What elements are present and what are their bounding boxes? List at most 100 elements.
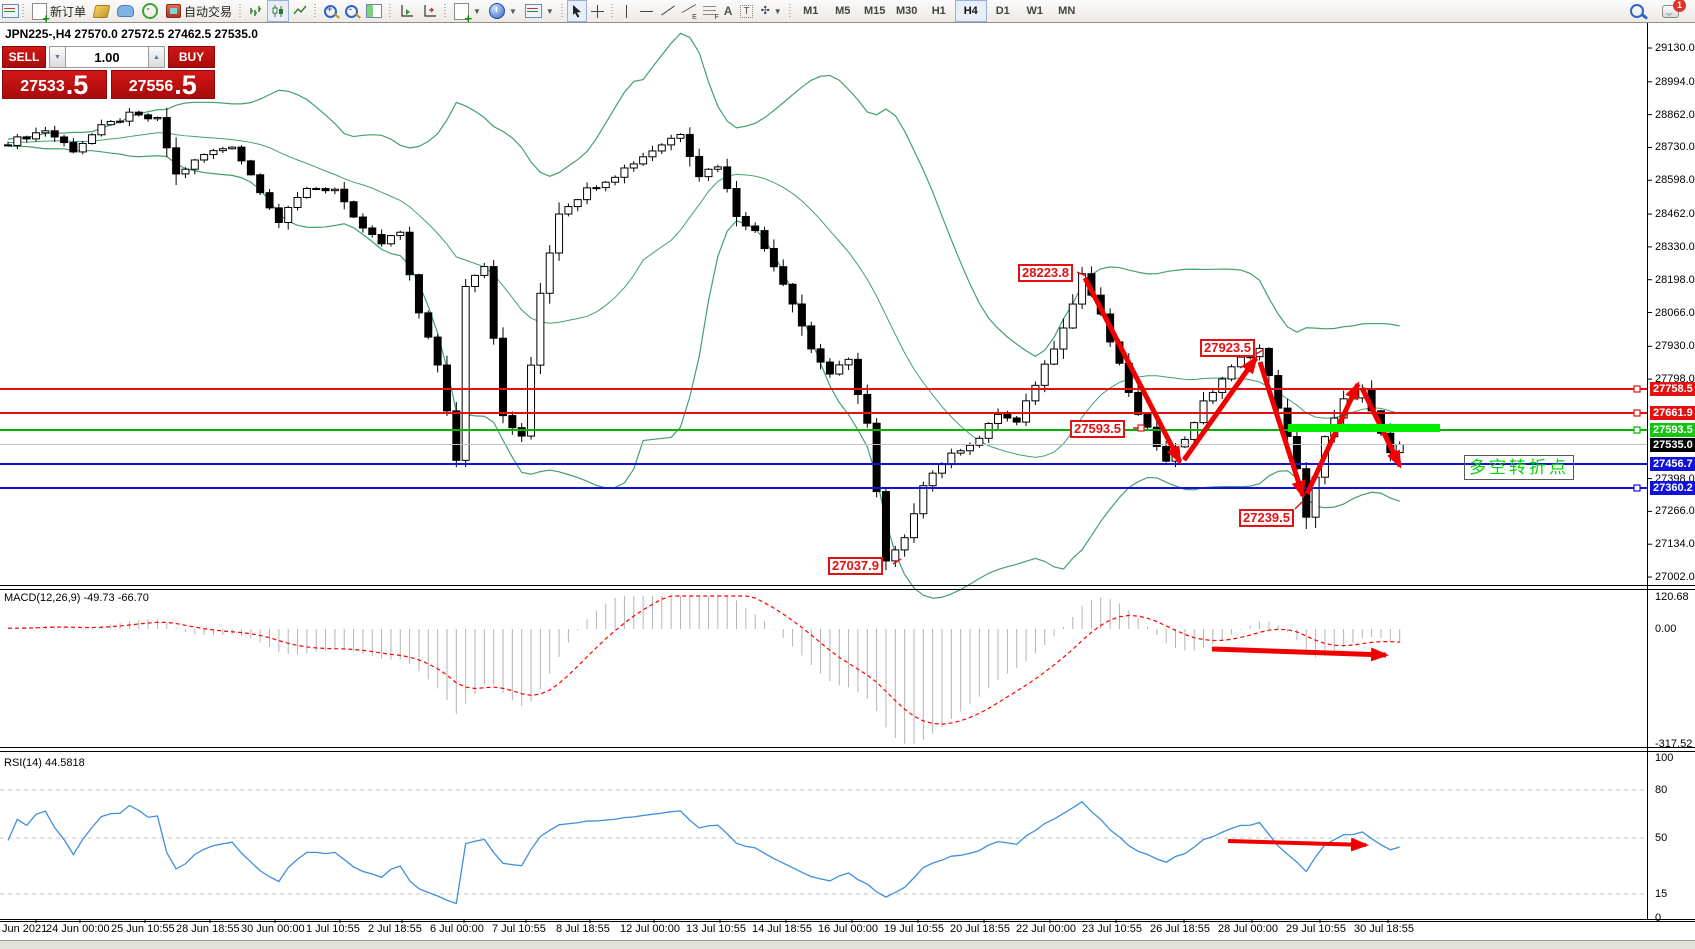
- rsi-scale-label: 50: [1655, 832, 1668, 844]
- community-button[interactable]: [113, 0, 138, 22]
- cursor-button[interactable]: [566, 0, 587, 22]
- time-axis-label: 13 Jul 10:55: [686, 923, 746, 935]
- timeframe-D1[interactable]: D1: [995, 5, 1010, 17]
- auto-scroll-icon: [401, 5, 414, 17]
- chart-window: JPN225-,H4 27570.0 27572.5 27462.5 27535…: [0, 22, 1695, 941]
- templates-button[interactable]: ▼: [521, 0, 558, 22]
- text-button[interactable]: A: [720, 0, 737, 22]
- timeframe-M15[interactable]: M15: [864, 5, 886, 17]
- time-axis-label: 29 Jul 10:55: [1286, 923, 1346, 935]
- time-axis-label: 7 Jul 10:55: [492, 923, 546, 935]
- chat-button[interactable]: 1: [1662, 0, 1686, 21]
- text-label-button[interactable]: T: [736, 0, 756, 22]
- line-chart-icon: [293, 5, 307, 15]
- autotrading-button[interactable]: 自动交易: [162, 0, 236, 22]
- time-axis-label: 6 Jul 00:00: [430, 923, 484, 935]
- crosshair-icon: [590, 4, 604, 18]
- chart-canvas[interactable]: [0, 22, 1695, 941]
- auto-scroll-button[interactable]: [395, 0, 418, 22]
- timeframe-M5[interactable]: M5: [835, 5, 851, 17]
- clipped-chart-icon: [2, 4, 19, 18]
- rsi-scale-label: 0: [1655, 912, 1662, 924]
- new-order-label: 新订单: [50, 4, 87, 19]
- text-icon: A: [723, 3, 733, 18]
- caret-down-icon: ▼: [473, 6, 481, 16]
- sell-button[interactable]: SELL: [2, 46, 46, 68]
- time-axis-label: 1 Jul 10:55: [306, 923, 360, 935]
- trendline-icon: [661, 5, 674, 18]
- volume-increase-button[interactable]: ▲: [148, 46, 165, 68]
- candlestick-chart-icon: [272, 5, 284, 17]
- deposit-button[interactable]: [90, 0, 113, 22]
- search-button[interactable]: [1630, 4, 1644, 21]
- time-axis-label: 30 Jul 18:55: [1354, 923, 1414, 935]
- signals-button[interactable]: [138, 0, 162, 22]
- price-axis-tick: 28462.0: [1655, 208, 1695, 221]
- candlestick-chart-button[interactable]: [267, 0, 290, 22]
- timeframe-H4[interactable]: H4: [954, 0, 987, 22]
- vertical-line-button[interactable]: [617, 0, 636, 22]
- buy-price-fraction: .5: [174, 70, 197, 100]
- panel-separator-rsi[interactable]: [0, 746, 1695, 752]
- price-axis-tick: 27930.0: [1655, 340, 1695, 353]
- indicators-button[interactable]: ▼: [450, 0, 485, 24]
- sell-price-display[interactable]: 27533 .5: [2, 70, 107, 99]
- toolbar-separator: [558, 2, 566, 20]
- caret-down-icon: ▼: [773, 6, 782, 16]
- rsi-label: RSI(14) 44.5818: [4, 757, 85, 769]
- fibonacci-button[interactable]: [699, 0, 720, 22]
- one-click-trading-panel: SELL ▼ ▲ BUY 27533 .5 27556 .5: [2, 46, 215, 99]
- price-callout[interactable]: 27923.5: [1200, 339, 1255, 357]
- trendline-button[interactable]: [657, 0, 678, 22]
- autotrading-icon: [166, 4, 182, 18]
- timeframe-W1[interactable]: W1: [1026, 5, 1043, 17]
- buy-price-display[interactable]: 27556 .5: [110, 70, 215, 100]
- channel-button[interactable]: [678, 0, 699, 22]
- note-text-box[interactable]: 多空转折点: [1464, 455, 1574, 480]
- new-order-button[interactable]: 新订单: [28, 0, 90, 24]
- toolbar-separator: [237, 2, 245, 20]
- price-callout[interactable]: 27239.5: [1239, 509, 1294, 527]
- volume-input[interactable]: [66, 46, 148, 68]
- buy-button[interactable]: BUY: [168, 46, 215, 68]
- time-axis-label: 28 Jul 00:00: [1218, 923, 1278, 935]
- price-callout[interactable]: 27593.5: [1070, 420, 1125, 438]
- horizontal-line-button[interactable]: [636, 0, 657, 22]
- volume-decrease-button[interactable]: ▼: [49, 46, 66, 68]
- zoom-out-button[interactable]: -: [341, 0, 362, 22]
- price-axis-tick: 28198.0: [1655, 273, 1695, 286]
- panel-separator-macd[interactable]: [0, 584, 1695, 590]
- bar-chart-icon: [250, 6, 262, 16]
- time-axis-label: 19 Jul 10:55: [884, 923, 944, 935]
- time-axis-label: 22 Jul 00:00: [1016, 923, 1076, 935]
- tile-windows-button[interactable]: [362, 0, 386, 22]
- arrows-button[interactable]: ✣ ▼: [757, 0, 786, 22]
- sell-price-fraction: .5: [65, 70, 89, 100]
- timeframe-M30[interactable]: M30: [896, 5, 918, 17]
- time-axis-label: 14 Jul 18:55: [752, 923, 812, 935]
- timeframe-M1[interactable]: M1: [803, 5, 819, 17]
- ribbon-icon: [92, 4, 111, 18]
- line-chart-button[interactable]: [289, 0, 311, 22]
- time-axis-label: 8 Jul 18:55: [556, 923, 610, 935]
- price-axis-tick: 28862.0: [1655, 108, 1695, 121]
- price-axis-tick: 28598.0: [1655, 174, 1695, 187]
- periods-clock-icon: [488, 3, 505, 19]
- horizontal-line-icon: [639, 10, 653, 12]
- periods-button[interactable]: ▼: [485, 0, 521, 22]
- bar-chart-button[interactable]: [245, 0, 267, 22]
- crosshair-button[interactable]: [587, 0, 608, 22]
- price-callout[interactable]: 28223.8: [1018, 264, 1073, 282]
- search-icon: [1630, 4, 1644, 18]
- chart-shift-button[interactable]: [418, 0, 441, 22]
- price-axis-tick: 29130.0: [1655, 42, 1695, 54]
- zoom-in-button[interactable]: +: [320, 0, 341, 22]
- price-tag: 27456.7: [1650, 456, 1695, 471]
- indicators-icon: [454, 2, 472, 24]
- timeframe-MN[interactable]: MN: [1058, 5, 1076, 17]
- macd-scale-label: -317.52: [1655, 738, 1693, 750]
- price-axis-tick: 27266.0: [1655, 505, 1695, 518]
- timeframe-H1[interactable]: H1: [931, 5, 946, 17]
- price-callout[interactable]: 27037.9: [828, 557, 883, 575]
- price-axis-tick: 27134.0: [1655, 538, 1695, 551]
